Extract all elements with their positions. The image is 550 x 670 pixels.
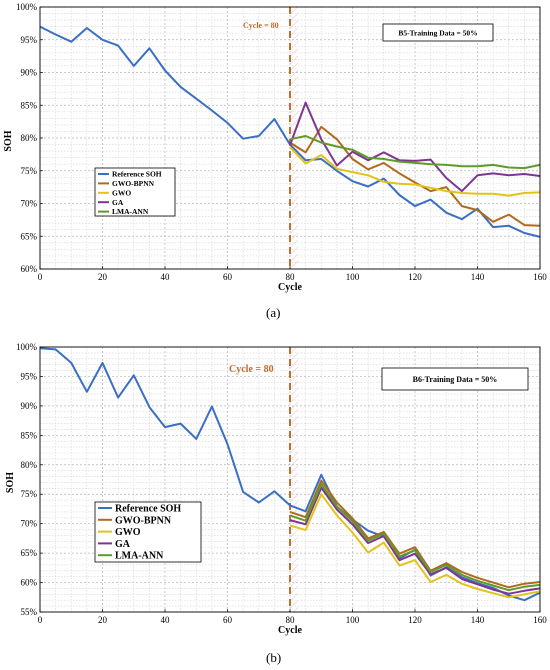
x-tick-label: 100 [346, 272, 360, 282]
y-tick-label: 90% [21, 68, 38, 78]
y-tick-label: 95% [21, 35, 38, 45]
x-axis-label: Cycle [278, 625, 302, 636]
y-axis-label: SOH [5, 472, 16, 493]
info-box-label: B5-Training Data = 50% [398, 29, 477, 38]
y-tick-label: 60% [21, 578, 38, 588]
legend-label: GA [112, 198, 124, 207]
y-tick-label: 65% [21, 231, 38, 241]
series-line-reference [39, 347, 541, 602]
legend-label: GA [115, 539, 131, 550]
y-tick-label: 80% [21, 460, 38, 470]
legend-label: LMA-ANN [112, 207, 149, 216]
y-axis-label: SOH [3, 130, 14, 151]
series-line-lma_ann [289, 135, 541, 170]
y-tick-label: 100% [16, 342, 38, 352]
x-tick-label: 80 [286, 272, 296, 282]
x-axis-label: Cycle [278, 282, 302, 293]
x-tick-label: 20 [98, 615, 108, 625]
legend-label: LMA-ANN [115, 551, 164, 562]
prediction-shade [290, 347, 299, 612]
x-tick-label: 140 [471, 615, 485, 625]
legend-label: Reference SOH [115, 504, 181, 515]
y-tick-label: 80% [21, 133, 38, 143]
cycle-marker-label: Cycle = 80 [243, 21, 279, 30]
x-tick-label: 60 [223, 272, 233, 282]
series-line-ga [289, 101, 541, 193]
series-line-gwo [289, 146, 541, 197]
x-tick-label: 100 [346, 615, 360, 625]
info-box [381, 367, 529, 391]
y-tick-label: 65% [21, 548, 38, 558]
y-tick-label: 85% [21, 430, 38, 440]
series-line-gwo [289, 493, 541, 599]
y-tick-label: 70% [21, 519, 38, 529]
x-tick-label: 40 [161, 272, 171, 282]
info-box [382, 23, 494, 42]
y-tick-label: 75% [21, 489, 38, 499]
caption-b: (b) [266, 650, 282, 665]
chart-a: 0 20 40 60 80 100 120 140 160 60% 65% 70% 75% 80% 85% 9… [3, 2, 547, 293]
x-tick-label: 0 [38, 615, 43, 625]
y-tick-label: 60% [21, 264, 38, 274]
y-tick-label: 90% [21, 401, 38, 411]
x-tick-label: 140 [471, 272, 485, 282]
series-line-gwo_bpnn [289, 125, 541, 227]
x-tick-label: 160 [533, 615, 547, 625]
y-tick-label: 100% [16, 2, 38, 12]
legend-label: GWO [112, 188, 131, 197]
info-box-label: B6-Training Data = 50% [413, 375, 498, 384]
y-tick-label: 55% [21, 607, 38, 617]
caption-a: (a) [266, 305, 281, 320]
chart-b: 0 20 40 60 80 100 120 140 160 55% 60% 65% 70% 75% 80% 8… [5, 342, 547, 636]
legend-label: GWO-BPNN [115, 515, 172, 526]
legend-label: Reference SOH [112, 170, 162, 179]
series-line-gwo_bpnn [289, 479, 541, 589]
x-tick-label: 160 [533, 272, 547, 282]
x-tick-label: 120 [408, 272, 422, 282]
x-tick-label: 0 [38, 272, 43, 282]
legend-label: GWO [115, 527, 141, 538]
y-tick-label: 75% [21, 166, 38, 176]
x-tick-label: 120 [408, 615, 422, 625]
legend-box [94, 501, 202, 563]
legend-label: GWO-BPNN [112, 179, 155, 188]
cycle-marker-label: Cycle = 80 [229, 364, 274, 375]
x-tick-label: 80 [286, 615, 296, 625]
x-tick-label: 40 [161, 615, 171, 625]
x-tick-label: 60 [223, 615, 233, 625]
series-line-lma_ann [289, 483, 541, 592]
y-tick-label: 70% [21, 199, 38, 209]
x-tick-label: 20 [98, 272, 108, 282]
y-tick-label: 95% [21, 371, 38, 381]
series-line-ga [289, 486, 541, 595]
y-tick-label: 85% [21, 100, 38, 110]
